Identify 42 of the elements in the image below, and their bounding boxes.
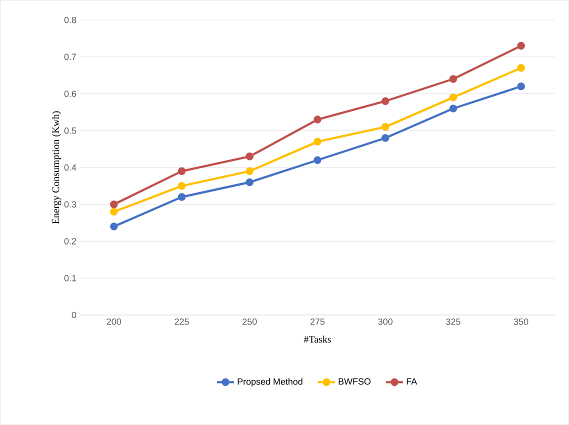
y-tick-label: 0.5 [64,127,76,134]
x-axis-title: #Tasks [304,336,331,343]
legend-label: BWFSO [338,378,371,385]
point [381,123,390,131]
y-tick-label: 0.4 [64,164,76,171]
point [110,200,118,208]
legend-label: Propsed Method [238,378,302,387]
y-tick-label: 0.7 [64,54,76,60]
y-axis-title: Energy Consumption (Kwh) [52,111,62,224]
y-tick-label: 0.1 [64,274,76,282]
point [314,116,322,124]
x-tick-label: 250 [242,318,257,325]
point [381,97,390,106]
x-tick-label: 300 [378,318,392,325]
point [517,42,525,50]
point [314,138,322,146]
x-tick-label: 275 [310,318,325,325]
point [381,134,390,142]
point [449,75,458,83]
y-tick-label: 0.3 [64,201,76,208]
point [178,167,186,176]
point [178,182,186,190]
point [110,208,118,216]
legend-label: FA [406,378,418,385]
x-tick-label: 200 [106,318,122,325]
x-tick-label: 325 [446,318,460,325]
y-tick-label: 0 [72,312,76,318]
y-tick-label: 0.8 [64,16,76,24]
point [110,222,118,230]
point [178,193,186,201]
point [517,82,525,90]
point [449,104,458,112]
point [449,94,458,102]
point [246,178,254,186]
y-tick-label: 0.6 [64,90,76,97]
x-tick-label: 350 [514,318,528,325]
point [517,64,525,72]
point [246,167,254,176]
point [246,152,254,160]
x-tick-label: 225 [174,318,189,325]
y-tick-label: 0.2 [64,238,76,244]
point [314,156,322,164]
